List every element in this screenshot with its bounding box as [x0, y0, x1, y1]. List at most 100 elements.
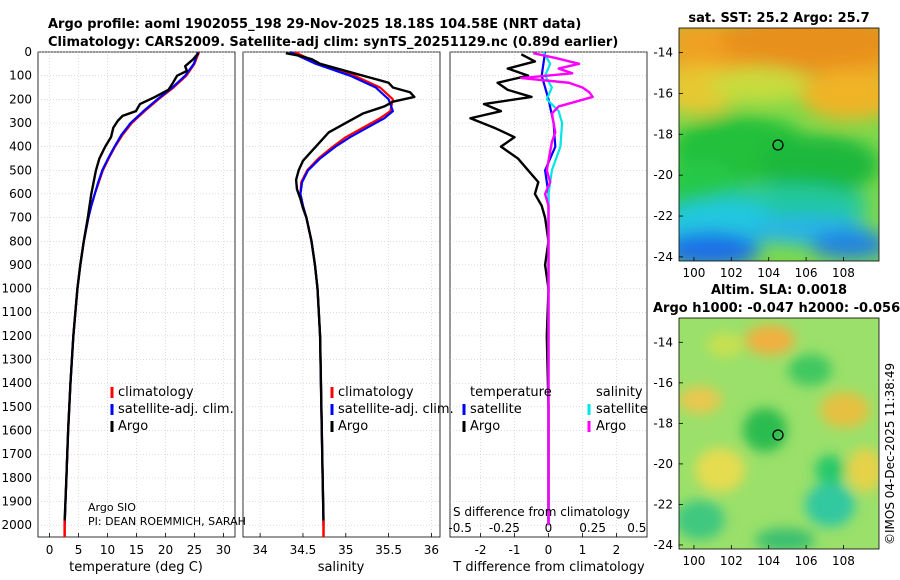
temperature-x-tick-label: 25: [187, 543, 202, 557]
diff-top-tick-label: -0.25: [489, 521, 520, 535]
map-lat-tick-label: -14: [653, 46, 673, 60]
difference-x-tick-label: 0: [545, 543, 553, 557]
diff-top-tick-label: 0.5: [627, 521, 646, 535]
imos-credit: ©IMOS 04-Dec-2025 11:38:49: [883, 363, 897, 545]
map-lon-tick-label: 100: [683, 554, 706, 568]
depth-tick-label: 300: [9, 116, 32, 130]
salinity-frame: [242, 51, 441, 538]
map-lon-tick-label: 108: [832, 554, 855, 568]
figure-title-line2: Climatology: CARS2009. Satellite-adj cli…: [48, 35, 618, 50]
map-lon-tick-label: 100: [683, 266, 706, 280]
depth-tick-label: 0: [24, 45, 32, 59]
sla-map-title-line2: Argo h1000: -0.047 h2000: -0.056: [653, 301, 900, 316]
depth-tick-label: 1300: [1, 353, 32, 367]
depth-tick-label: 400: [9, 140, 32, 154]
depth-tick-label: 200: [9, 92, 32, 106]
diff-legend-sal-satellite: satellite: [596, 402, 648, 417]
depth-tick-label: 1800: [1, 471, 32, 485]
sal-legend-climatology: climatology: [338, 385, 414, 400]
salinity-x-tick-label: 35: [338, 543, 353, 557]
diff-legend-sal-argo: Argo: [596, 419, 626, 434]
depth-tick-label: 1900: [1, 495, 32, 509]
series-line-salinity-argo: [520, 52, 594, 526]
map-lat-tick-label: -24: [653, 250, 673, 264]
depth-tick-label: 1000: [1, 282, 32, 296]
salinity-x-tick-label: 34.5: [290, 543, 317, 557]
depth-tick-label: 1100: [1, 305, 32, 319]
depth-tick-label: 900: [9, 258, 32, 272]
sal-xlabel: salinity: [318, 560, 365, 575]
salinity-x-tick-label: 35.5: [375, 543, 402, 557]
diff-top-label: S difference from climatology: [453, 505, 630, 519]
depth-tick-label: 1200: [1, 329, 32, 343]
map-lat-tick-label: -18: [653, 416, 673, 430]
map-lat-tick-label: -22: [653, 497, 673, 511]
temperature-x-tick-label: 15: [129, 543, 144, 557]
depth-tick-label: 600: [9, 187, 32, 201]
temp-legend-climatology: climatology: [118, 385, 194, 400]
map-lat-tick-label: -20: [653, 168, 673, 182]
sal-legend-satellite: satellite-adj. clim.: [338, 402, 454, 417]
temp-annotation-pi: PI: DEAN ROEMMICH, SARAH: [88, 515, 246, 528]
map-lon-tick-label: 106: [795, 266, 818, 280]
depth-tick-label: 1500: [1, 400, 32, 414]
sst-map-title: sat. SST: 25.2 Argo: 25.7: [688, 11, 869, 26]
difference-x-tick-label: -1: [509, 543, 521, 557]
figure-title-line1: Argo profile: aoml 1902055_198 29-Nov-20…: [48, 17, 581, 32]
map-lon-tick-label: 106: [795, 554, 818, 568]
depth-tick-label: 800: [9, 234, 32, 248]
map-lon-tick-label: 102: [720, 554, 743, 568]
map-lon-tick-label: 102: [720, 266, 743, 280]
sla-map-title-line1: Altim. SLA: 0.0018: [711, 283, 847, 298]
diff-legend-salinity-header: salinity: [596, 385, 643, 400]
temp-legend-argo: Argo: [118, 419, 148, 434]
depth-tick-label: 100: [9, 69, 32, 83]
temperature-x-tick-label: 5: [75, 543, 83, 557]
difference-panel: -2 -1 0 1 2 -0.5 -0.25 0 0.25 0.5: [448, 51, 648, 557]
diff-legend-temp-satellite: satellite: [470, 402, 522, 417]
salinity-panel: 34 34.5 35 35.5 36: [242, 51, 441, 557]
depth-tick-label: 500: [9, 163, 32, 177]
sst-map-axes: -14 -16 -18 -20 -22 -24 100 102 104 106 108: [653, 46, 855, 280]
map-lat-tick-label: -18: [653, 127, 673, 141]
diff-top-tick-label: -0.5: [448, 521, 471, 535]
difference-x-tick-label: 2: [613, 543, 621, 557]
temp-annotation-float: Argo SIO: [88, 501, 136, 514]
depth-tick-label: 1400: [1, 376, 32, 390]
depth-tick-label: 2000: [1, 518, 32, 532]
temperature-x-tick-label: 30: [216, 543, 231, 557]
sla-float-marker: [772, 429, 784, 441]
map-lon-tick-label: 104: [757, 266, 780, 280]
map-lat-tick-label: -16: [653, 86, 673, 100]
map-lat-tick-label: -24: [653, 538, 673, 552]
depth-tick-label: 700: [9, 211, 32, 225]
diff-legend-temperature-header: temperature: [470, 385, 552, 400]
difference-x-tick-label: 1: [579, 543, 587, 557]
map-lon-tick-label: 108: [832, 266, 855, 280]
salinity-x-tick-label: 36: [424, 543, 439, 557]
diff-top-tick-label: 0: [545, 521, 553, 535]
series-line-argo: [285, 52, 416, 521]
map-lon-tick-label: 104: [757, 554, 780, 568]
temp-legend-satellite: satellite-adj. clim.: [118, 402, 234, 417]
temperature-frame: [37, 51, 236, 538]
diff-xlabel: T difference from climatology: [452, 560, 645, 575]
map-lat-tick-label: -14: [653, 335, 673, 349]
map-lat-tick-label: -16: [653, 376, 673, 390]
sst-map: [679, 28, 879, 261]
depth-tick-label: 1700: [1, 447, 32, 461]
temp-xlabel: temperature (deg C): [69, 560, 203, 575]
map-lat-tick-label: -20: [653, 457, 673, 471]
sst-float-marker: [772, 139, 784, 151]
series-line-argo: [63, 52, 200, 521]
temperature-x-tick-label: 10: [100, 543, 115, 557]
depth-tick-label: 1600: [1, 424, 32, 438]
difference-x-tick-label: -2: [475, 543, 487, 557]
map-lat-tick-label: -22: [653, 209, 673, 223]
salinity-x-tick-label: 34: [252, 543, 267, 557]
diff-legend-temp-argo: Argo: [470, 419, 500, 434]
sal-legend-argo: Argo: [338, 419, 368, 434]
sla-map-axes: -14 -16 -18 -20 -22 -24 100 102 104 106 108: [653, 335, 855, 568]
sla-map: [679, 318, 879, 549]
